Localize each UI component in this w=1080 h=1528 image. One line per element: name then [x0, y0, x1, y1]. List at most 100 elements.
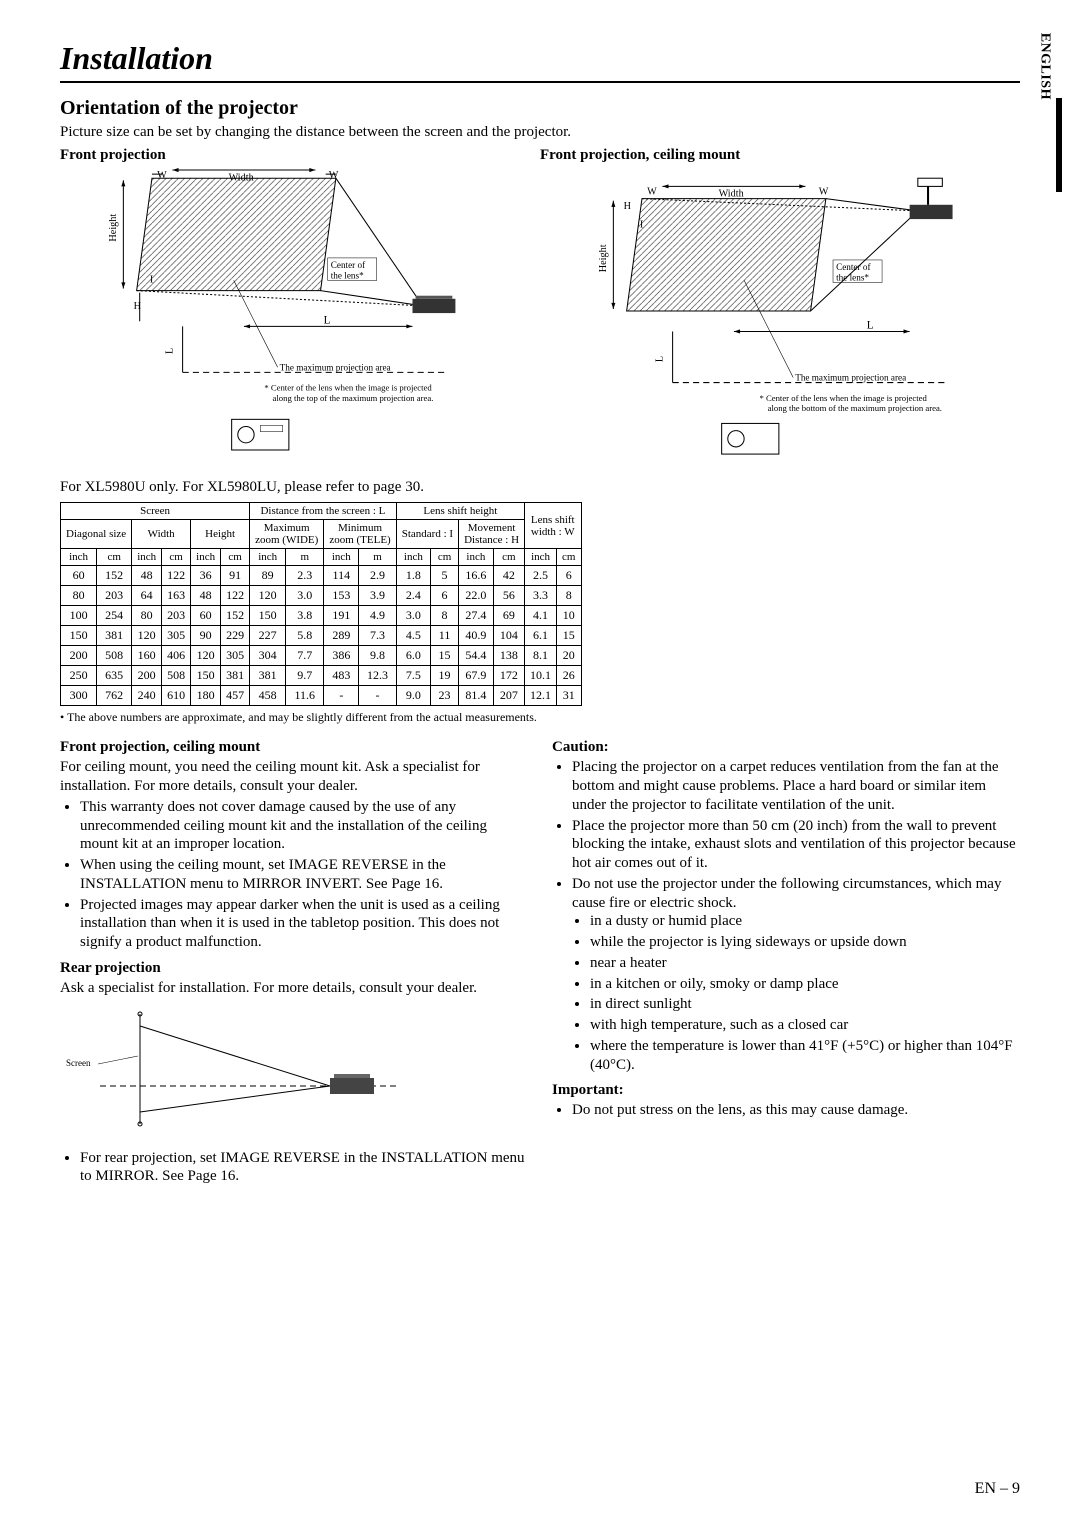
list-item: Do not use the projector under the follo…	[572, 875, 1020, 1075]
language-label: ENGLISH	[1036, 33, 1052, 100]
th-min: Minimum zoom (TELE)	[324, 520, 396, 549]
left-column: Front projection, ceiling mount For ceil…	[60, 739, 528, 1194]
table-cell: 8	[557, 586, 581, 606]
table-cell: 762	[97, 686, 132, 706]
table-cell: 7.7	[286, 646, 324, 666]
projector-front-icon	[232, 419, 289, 450]
table-cell: 635	[97, 666, 132, 686]
unit-cell: inch	[525, 549, 557, 566]
width-label: Width	[719, 189, 744, 200]
table-cell: 138	[493, 646, 524, 666]
table-cell: 304	[250, 646, 286, 666]
table-cell: 152	[97, 566, 132, 586]
table-cell: 23	[431, 686, 459, 706]
table-cell: 12.3	[359, 666, 396, 686]
left-h1: Front projection, ceiling mount	[60, 739, 528, 756]
w-label: W	[819, 187, 829, 198]
table-cell: 11.6	[286, 686, 324, 706]
table-cell: 69	[493, 606, 524, 626]
table-cell: 227	[250, 626, 286, 646]
list-item: Do not put stress on the lens, as this m…	[572, 1101, 1020, 1120]
table-cell: 90	[191, 626, 221, 646]
sidebar-bar	[1056, 98, 1062, 192]
center-lens-label-2: the lens*	[836, 272, 869, 282]
l-label: L	[867, 319, 874, 331]
intro-text: Picture size can be set by changing the …	[60, 124, 1020, 141]
width-label: Width	[229, 172, 254, 183]
list-item: This warranty does not cover damage caus…	[80, 798, 528, 854]
table-cell: 40.9	[459, 626, 494, 646]
table-row: 150381120305902292275.82897.34.51140.910…	[61, 626, 582, 646]
height-label: Height	[598, 244, 609, 272]
table-cell: 207	[493, 686, 524, 706]
table-cell: 3.0	[396, 606, 430, 626]
h-label: H	[624, 201, 632, 212]
table-note: For XL5980U only. For XL5980LU, please r…	[60, 479, 1020, 496]
table-cell: 122	[221, 586, 250, 606]
l-label: L	[324, 314, 331, 326]
table-cell: 91	[221, 566, 250, 586]
center-lens-label: Center of	[331, 260, 366, 270]
table-cell: 508	[162, 666, 191, 686]
rear-projection-diagram: Screen	[60, 1006, 528, 1141]
footnote-right-1: * Center of the lens when the image is p…	[759, 393, 927, 403]
table-cell: 240	[132, 686, 162, 706]
table-cell: 3.8	[286, 606, 324, 626]
table-cell: 6	[431, 586, 459, 606]
table-cell: 19	[431, 666, 459, 686]
table-cell: 150	[191, 666, 221, 686]
diagram-right-heading: Front projection, ceiling mount	[540, 147, 740, 163]
list-item: in a dusty or humid place	[590, 912, 1020, 931]
table-cell: 386	[324, 646, 359, 666]
table-cell: 120	[132, 626, 162, 646]
left-p1: For ceiling mount, you need the ceiling …	[60, 758, 528, 796]
table-cell: 153	[324, 586, 359, 606]
screen-label: Screen	[66, 1058, 91, 1068]
table-cell: 4.9	[359, 606, 396, 626]
table-cell: 229	[221, 626, 250, 646]
table-cell: 15	[431, 646, 459, 666]
unit-cell: cm	[493, 549, 524, 566]
table-cell: 22.0	[459, 586, 494, 606]
l-label-side: L	[164, 348, 175, 354]
table-cell: 150	[250, 606, 286, 626]
table-cell: 1.8	[396, 566, 430, 586]
left-bullets-1: This warranty does not cover damage caus…	[60, 798, 528, 952]
table-cell: 8	[431, 606, 459, 626]
th-diag: Diagonal size	[61, 520, 132, 549]
table-cell: 64	[132, 586, 162, 606]
table-cell: 483	[324, 666, 359, 686]
table-cell: 3.0	[286, 586, 324, 606]
th-mov: Movement Distance : H	[459, 520, 525, 549]
table-cell: 48	[191, 586, 221, 606]
table-cell: 9.8	[359, 646, 396, 666]
list-item: with high temperature, such as a closed …	[590, 1016, 1020, 1035]
h-label: H	[134, 301, 142, 312]
table-cell: 48	[132, 566, 162, 586]
table-cell: 122	[162, 566, 191, 586]
left-bullets-2: For rear projection, set IMAGE REVERSE i…	[60, 1149, 528, 1187]
th-std: Standard : I	[396, 520, 458, 549]
list-item: When using the ceiling mount, set IMAGE …	[80, 856, 528, 894]
unit-cell: inch	[132, 549, 162, 566]
unit-cell: m	[286, 549, 324, 566]
th-lens-width: Lens shift width : W	[525, 503, 581, 549]
table-cell: 100	[61, 606, 97, 626]
table-cell: 7.3	[359, 626, 396, 646]
table-cell: 289	[324, 626, 359, 646]
table-cell: 11	[431, 626, 459, 646]
th-width: Width	[132, 520, 191, 549]
table-cell: 2.5	[525, 566, 557, 586]
list-item: near a heater	[590, 954, 1020, 973]
table-cell: 305	[162, 626, 191, 646]
table-cell: 26	[557, 666, 581, 686]
unit-cell: cm	[221, 549, 250, 566]
table-cell: 89	[250, 566, 286, 586]
table-cell: 203	[162, 606, 191, 626]
table-cell: 16.6	[459, 566, 494, 586]
diagrams-row: W W Width Height H I Center of the lens*	[60, 168, 1020, 469]
table-cell: -	[359, 686, 396, 706]
table-cell: 163	[162, 586, 191, 606]
table-cell: 10	[557, 606, 581, 626]
table-cell: 2.3	[286, 566, 324, 586]
